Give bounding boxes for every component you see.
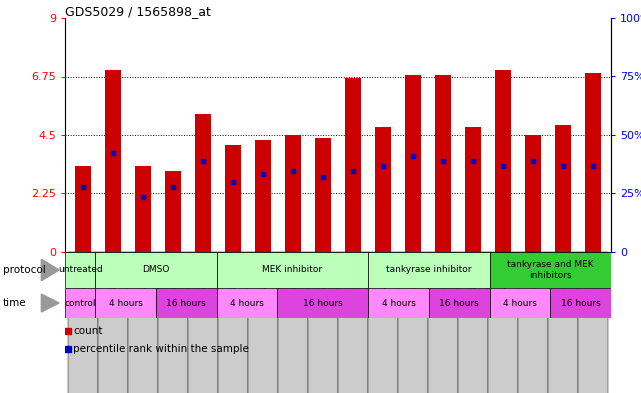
FancyBboxPatch shape (218, 252, 248, 393)
FancyBboxPatch shape (158, 252, 188, 393)
Text: percentile rank within the sample: percentile rank within the sample (73, 344, 249, 354)
Bar (135, 166, 151, 252)
Bar (525, 135, 541, 252)
Text: 16 hours: 16 hours (167, 299, 206, 307)
Bar (65, 288, 96, 318)
Bar (465, 127, 481, 252)
Bar (315, 138, 331, 252)
FancyBboxPatch shape (458, 252, 488, 393)
Text: tankyrase inhibitor: tankyrase inhibitor (387, 266, 472, 274)
Text: protocol: protocol (3, 265, 46, 275)
Bar (369, 288, 429, 318)
Text: count: count (73, 326, 103, 336)
Text: untreated: untreated (58, 266, 103, 274)
Bar (495, 70, 512, 252)
FancyBboxPatch shape (548, 252, 578, 393)
Text: 4 hours: 4 hours (109, 299, 142, 307)
Text: 16 hours: 16 hours (303, 299, 343, 307)
Text: MEK inhibitor: MEK inhibitor (262, 266, 322, 274)
Bar (96, 288, 156, 318)
FancyBboxPatch shape (68, 252, 98, 393)
FancyBboxPatch shape (188, 252, 218, 393)
Bar (375, 127, 391, 252)
Bar (490, 288, 551, 318)
FancyBboxPatch shape (578, 252, 608, 393)
Bar (369, 252, 490, 288)
Bar (96, 252, 217, 288)
Text: DMSO: DMSO (142, 266, 170, 274)
FancyBboxPatch shape (98, 252, 128, 393)
Polygon shape (42, 294, 59, 312)
Text: GDS5029 / 1565898_at: GDS5029 / 1565898_at (65, 5, 211, 18)
FancyBboxPatch shape (248, 252, 278, 393)
Text: 4 hours: 4 hours (230, 299, 264, 307)
Polygon shape (42, 259, 59, 281)
Bar (254, 140, 271, 252)
Bar (551, 288, 611, 318)
FancyBboxPatch shape (368, 252, 398, 393)
Bar (156, 288, 217, 318)
Text: tankyrase and MEK
inhibitors: tankyrase and MEK inhibitors (507, 260, 594, 280)
Text: time: time (3, 298, 27, 308)
FancyBboxPatch shape (428, 252, 458, 393)
Bar (225, 145, 241, 252)
Text: 16 hours: 16 hours (561, 299, 601, 307)
Bar (195, 114, 212, 252)
Bar (554, 125, 571, 252)
Bar (585, 73, 601, 252)
Bar (429, 288, 490, 318)
FancyBboxPatch shape (518, 252, 548, 393)
Text: 16 hours: 16 hours (440, 299, 479, 307)
Bar (217, 252, 369, 288)
Bar (65, 252, 96, 288)
Text: 4 hours: 4 hours (382, 299, 415, 307)
Text: 4 hours: 4 hours (503, 299, 537, 307)
FancyBboxPatch shape (338, 252, 368, 393)
Bar (345, 78, 362, 252)
FancyBboxPatch shape (128, 252, 158, 393)
FancyBboxPatch shape (398, 252, 428, 393)
Bar (75, 166, 91, 252)
FancyBboxPatch shape (488, 252, 518, 393)
Bar (278, 288, 369, 318)
Bar (404, 75, 421, 252)
FancyBboxPatch shape (278, 252, 308, 393)
Text: control: control (64, 299, 96, 307)
Bar (490, 252, 611, 288)
Bar (104, 70, 121, 252)
Bar (285, 135, 301, 252)
FancyBboxPatch shape (308, 252, 338, 393)
Bar (165, 171, 181, 252)
Bar (217, 288, 278, 318)
Bar (435, 75, 451, 252)
